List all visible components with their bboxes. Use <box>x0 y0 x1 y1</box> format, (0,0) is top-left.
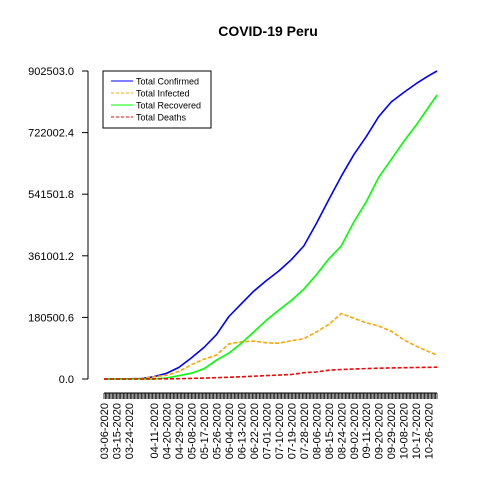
x-tick-label: 03-06-2020 <box>99 403 111 459</box>
x-tick-label: 03-24-2020 <box>124 403 136 459</box>
x-tick-label: 08-06-2020 <box>311 403 323 459</box>
legend-label: Total Deaths <box>136 113 187 123</box>
series-line-4 <box>104 366 438 380</box>
chart-title: COVID-19 Peru <box>218 23 318 39</box>
series-line-2 <box>104 312 438 380</box>
x-tick-label: 05-08-2020 <box>186 403 198 459</box>
x-tick-label: 08-24-2020 <box>336 403 348 459</box>
x-tick-label: 04-11-2020 <box>149 403 161 458</box>
y-tick-label: 541501.8 <box>28 189 74 201</box>
x-tick-label: 06-04-2020 <box>224 403 236 459</box>
x-tick-label: 09-02-2020 <box>349 403 361 459</box>
y-tick-label: 361001.2 <box>28 251 74 263</box>
x-tick-label: 05-17-2020 <box>199 403 211 459</box>
x-tick-label: 10-26-2020 <box>424 403 436 459</box>
y-tick-label: 722002.4 <box>28 128 74 140</box>
series-layer <box>104 70 438 380</box>
y-tick-label: 0.0 <box>59 374 74 386</box>
x-tick-label: 04-29-2020 <box>174 403 186 459</box>
x-tick-label: 07-19-2020 <box>286 403 298 459</box>
x-tick-label: 04-20-2020 <box>161 403 173 459</box>
x-tick-label: 06-22-2020 <box>249 403 261 459</box>
x-tick-label: 09-11-2020 <box>361 403 373 458</box>
x-tick-label: 09-29-2020 <box>386 403 398 459</box>
x-tick-label: 05-26-2020 <box>211 403 223 459</box>
y-tick-label: 902503.0 <box>28 66 74 78</box>
x-tick-label: 07-28-2020 <box>299 403 311 459</box>
x-tick-label: 10-08-2020 <box>399 403 411 459</box>
legend-label: Total Recovered <box>136 101 201 111</box>
legend: Total Confirmed Total Infected Total Recov… <box>102 70 212 129</box>
x-tick-label: 08-15-2020 <box>324 403 336 459</box>
x-tick-label: 09-20-2020 <box>374 403 386 459</box>
series-line-1 <box>104 70 438 380</box>
x-tick-label: 03-15-2020 <box>111 403 123 459</box>
legend-label: Total Confirmed <box>136 77 199 87</box>
y-axis: 0.0 180500.6 361001.2 541501.8 722002.4 90250… <box>28 66 89 386</box>
x-tick-label: 10-17-2020 <box>411 403 423 459</box>
legend-label: Total Infected <box>136 89 190 99</box>
x-tick-label: 06-13-2020 <box>236 403 248 459</box>
x-tick-label: 07-10-2020 <box>274 403 286 459</box>
x-tick-label: 07-01-2020 <box>261 403 273 459</box>
y-tick-label: 180500.6 <box>28 312 74 324</box>
x-axis: 03-06-2020 03-15-2020 03-24-2020 04-11-2020… <box>99 392 438 459</box>
